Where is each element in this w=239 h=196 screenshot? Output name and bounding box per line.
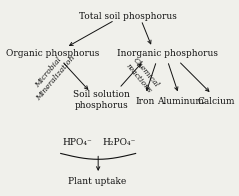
Text: Total soil phosphorus: Total soil phosphorus	[79, 12, 177, 21]
Text: Soil solution
phosphorus: Soil solution phosphorus	[73, 90, 130, 110]
Text: Calcium: Calcium	[197, 97, 235, 106]
Text: Chemical
reactions: Chemical reactions	[124, 56, 160, 95]
Text: Organic phosphorus: Organic phosphorus	[6, 49, 100, 58]
Text: Iron: Iron	[136, 97, 155, 106]
Text: Aluminum: Aluminum	[157, 97, 204, 106]
Text: HPO₄⁻: HPO₄⁻	[62, 138, 92, 147]
Text: Plant uptake: Plant uptake	[68, 177, 126, 186]
Text: Microbial
Mineralization: Microbial Mineralization	[27, 48, 77, 103]
Text: Inorganic phosphorus: Inorganic phosphorus	[117, 49, 218, 58]
Text: H₂PO₄⁻: H₂PO₄⁻	[102, 138, 136, 147]
